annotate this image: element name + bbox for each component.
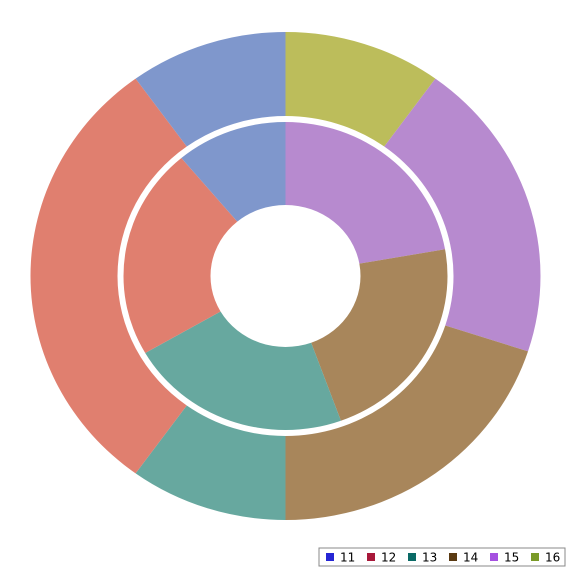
legend-swatch: [490, 553, 498, 561]
legend-swatch: [367, 553, 375, 561]
legend-label: 13: [422, 551, 437, 565]
legend-swatch: [449, 553, 457, 561]
legend-label: 11: [340, 551, 355, 565]
legend-label: 16: [545, 551, 560, 565]
legend-label: 14: [463, 551, 478, 565]
legend-swatch: [408, 553, 416, 561]
donut-slice: [285, 325, 529, 520]
donut-slice: [145, 311, 341, 431]
donut-slice: [285, 122, 446, 264]
donut-slice: [384, 78, 541, 352]
donut-slice: [30, 78, 187, 474]
donut-slice: [135, 32, 286, 147]
donut-slice: [135, 405, 286, 520]
donut-slice: [311, 249, 448, 421]
donut-slice: [123, 158, 238, 353]
legend-swatch: [531, 553, 539, 561]
legend-box: [318, 547, 566, 567]
legend-swatch: [326, 553, 334, 561]
donut-slice: [285, 32, 436, 147]
legend-label: 15: [504, 551, 519, 565]
donut-slice: [181, 122, 286, 222]
legend-label: 12: [381, 551, 396, 565]
